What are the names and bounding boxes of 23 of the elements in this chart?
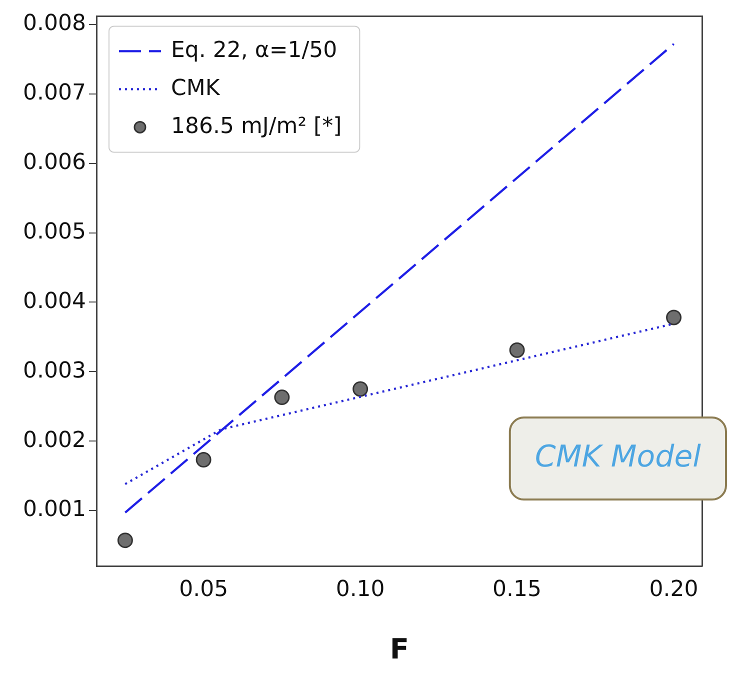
y-tick-label: 0.005 bbox=[22, 220, 86, 245]
point bbox=[117, 532, 133, 548]
y-tick-label: 0.007 bbox=[22, 80, 86, 106]
point bbox=[666, 310, 682, 326]
x-tick-label: 0.20 bbox=[649, 576, 698, 602]
legend-label: Eq. 22, α=1/50 bbox=[170, 38, 338, 63]
y-tick-label: 0.003 bbox=[22, 358, 86, 384]
annotation: CMK Model bbox=[534, 439, 702, 474]
x-axis-title: F bbox=[390, 632, 410, 666]
y-tick-label: 0.006 bbox=[22, 150, 86, 176]
x-tick-label: 0.05 bbox=[179, 576, 228, 602]
point bbox=[274, 390, 290, 406]
x-tick-label: 0.15 bbox=[492, 576, 542, 602]
point bbox=[196, 452, 212, 468]
point bbox=[352, 381, 368, 397]
y-tick-label: 0.001 bbox=[22, 497, 86, 522]
x-tick-label: 0.10 bbox=[336, 576, 385, 602]
point bbox=[509, 342, 525, 358]
y-tick-label: 0.008 bbox=[22, 11, 86, 36]
legend-label: 186.5 mJ/m² [*] bbox=[170, 114, 342, 139]
y-tick-label: 0.002 bbox=[22, 428, 86, 453]
legend-label: CMK bbox=[170, 76, 220, 101]
y-tick-label: 0.004 bbox=[22, 288, 86, 314]
